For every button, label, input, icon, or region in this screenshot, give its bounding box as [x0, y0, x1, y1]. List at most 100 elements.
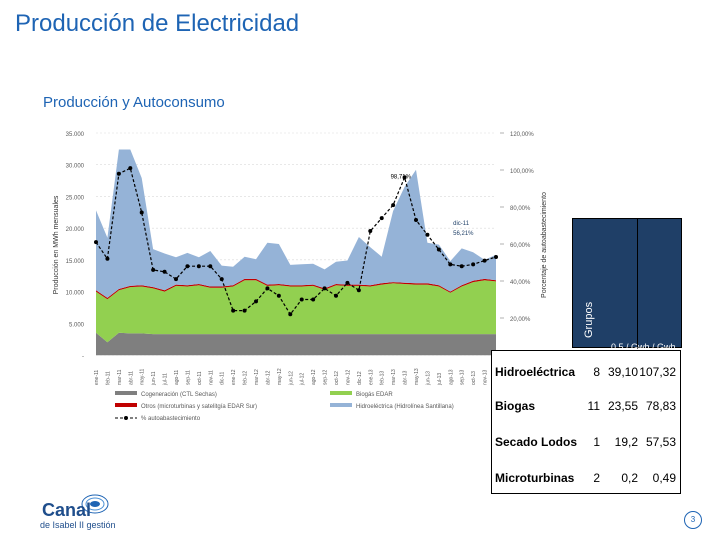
- row-count: 11: [587, 399, 600, 413]
- legend-label: Cogeneración (CTL Sechas): [141, 392, 217, 398]
- x-tick-label: oct-13: [471, 371, 477, 385]
- line-point: [254, 299, 258, 304]
- x-tick-label: feb-11: [105, 371, 111, 385]
- table-header: [572, 218, 682, 349]
- table-row: Microturbinas 2 0,2 0,49: [492, 463, 680, 493]
- line-point: [425, 232, 430, 237]
- y2-tick-label: 40,00%: [510, 280, 531, 286]
- x-tick-label: ago-12: [311, 369, 317, 385]
- row-name: Microturbinas: [495, 471, 575, 485]
- row-value-1: 39,10: [607, 365, 638, 379]
- line-point: [356, 288, 361, 293]
- row-count: 8: [593, 365, 600, 379]
- x-tick-label: feb-12: [243, 371, 249, 385]
- x-tick-label: sep-12: [323, 369, 329, 385]
- row-count: 1: [593, 435, 600, 449]
- x-tick-label: ago-13: [448, 369, 454, 385]
- line-point: [128, 166, 133, 171]
- line-point: [322, 286, 327, 291]
- line-point: [402, 175, 407, 180]
- legend-swatch: [330, 391, 352, 395]
- row-name: Secado Lodos: [495, 435, 578, 449]
- row-count: 2: [593, 471, 600, 485]
- x-tick-label: mar-11: [117, 369, 123, 385]
- y-tick-label: 15.000: [66, 259, 85, 265]
- row-value-2: 57,53: [645, 435, 676, 449]
- line-point: [208, 264, 213, 269]
- y2-tick-label: 20,00%: [510, 317, 531, 323]
- table-header-units: 0,5 / Gwh / Gwh: [611, 342, 676, 352]
- line-point: [231, 308, 236, 313]
- y-tick-label: 5.000: [69, 322, 85, 328]
- x-tick-label: may-11: [140, 368, 146, 385]
- x-tick-label: jun-12: [288, 371, 294, 386]
- x-tick-label: may-12: [277, 368, 283, 385]
- x-tick-label: mar-12: [254, 369, 260, 385]
- x-tick-label: jun-11: [151, 371, 157, 386]
- line-point: [276, 293, 281, 298]
- line-point: [116, 171, 121, 176]
- x-tick-label: jun-13: [425, 371, 431, 386]
- y-tick-label: 35.000: [66, 132, 85, 138]
- annotation: 56,21%: [453, 231, 474, 237]
- row-value-1: 19,2: [614, 435, 638, 449]
- legend-label: Otros (microturbinas y satelitgía EDAR S…: [141, 404, 257, 410]
- x-tick-label: jul-12: [300, 373, 306, 386]
- row-name: Hidroeléctrica: [495, 365, 576, 379]
- legend-swatch: [330, 403, 352, 407]
- table-header-label: Grupos: [583, 301, 595, 338]
- legend-swatch: [124, 416, 128, 420]
- line-point: [196, 264, 201, 269]
- line-point: [459, 264, 464, 269]
- x-tick-label: ene-12: [231, 369, 237, 385]
- line-point: [368, 229, 373, 234]
- x-tick-label: nov-11: [208, 370, 214, 385]
- x-tick-label: abr-13: [403, 370, 409, 385]
- groups-table: Grupos 0,5 / Gwh / Gwh Hidroeléctrica 8 …: [491, 218, 682, 494]
- table-row: Biogas 11 23,55 78,83: [492, 391, 680, 421]
- line-point: [139, 210, 144, 215]
- row-value-1: 0,2: [621, 471, 638, 485]
- x-tick-label: dic-11: [220, 372, 226, 385]
- area-series: [96, 332, 496, 355]
- area-series: [96, 280, 496, 343]
- line-point: [219, 277, 224, 282]
- canal-logo-icon: [81, 494, 109, 514]
- x-tick-label: dic-12: [357, 371, 363, 385]
- area-series: [96, 149, 496, 298]
- y-tick-label: 20.000: [66, 227, 85, 233]
- section-subtitle: Producción y Autoconsumo: [43, 94, 225, 111]
- line-point: [162, 269, 167, 274]
- x-tick-label: feb-13: [380, 371, 386, 385]
- line-point: [94, 240, 98, 245]
- line-point: [151, 267, 156, 272]
- y2-tick-label: 120,00%: [510, 132, 534, 138]
- logo-name: Canal: [42, 500, 92, 520]
- y-tick-label: 25.000: [66, 195, 85, 201]
- x-tick-label: ene-13: [368, 369, 374, 385]
- line-point: [265, 286, 270, 291]
- y2-axis-label: Porcentaje de autoabastecimiento: [541, 192, 548, 298]
- line-point: [299, 297, 304, 302]
- line-point: [242, 308, 247, 313]
- line-point: [185, 264, 190, 269]
- legend-swatch: [115, 403, 137, 407]
- line-point: [391, 203, 396, 208]
- line-point: [482, 258, 487, 263]
- x-tick-label: sep-13: [460, 369, 466, 385]
- line-point: [436, 247, 441, 252]
- x-tick-label: oct-11: [197, 371, 203, 385]
- table-row: Secado Lodos 1 19,2 57,53: [492, 427, 680, 457]
- line-point: [414, 217, 418, 222]
- page-title: Producción de Electricidad: [15, 10, 300, 37]
- annotation: 98,71%: [391, 174, 412, 180]
- row-value-1: 23,55: [607, 399, 638, 413]
- x-tick-label: may-13: [414, 368, 420, 385]
- legend-label: % autoabastecimiento: [141, 416, 201, 422]
- line-point: [105, 256, 110, 261]
- x-tick-label: mar-13: [391, 369, 397, 385]
- y-tick-label: -: [82, 354, 84, 360]
- x-tick-label: ago-11: [174, 370, 180, 385]
- y2-tick-label: 100,00%: [510, 169, 534, 175]
- row-value-2: 107,32: [639, 365, 676, 379]
